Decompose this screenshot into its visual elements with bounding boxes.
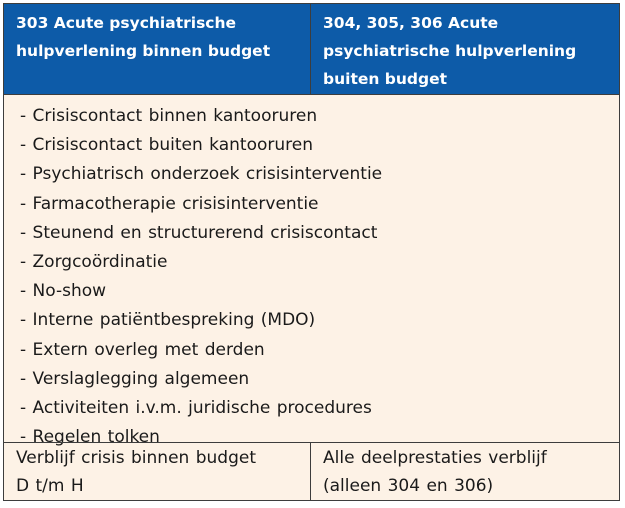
header-cell-303: 303 Acute psychiatrische hulpverlening b… [4,4,311,94]
list-item: - Interne patiëntbespreking (MDO) [20,310,316,331]
header-cell-304-305-306: 304, 305, 306 Acute psychiatrische hulpv… [311,4,619,94]
header-304-line: 304, 305, 306 Acute [323,14,499,32]
list-item: - Psychiatrisch onderzoek crisisinterven… [20,164,383,185]
list-item: - Crisiscontact binnen kantooruren [20,106,318,126]
list-item: - Farmacotherapie crisisinterventie [20,193,319,214]
header-303-line: hulpverlening binnen budget [16,42,271,60]
footer-right-line: Alle deelprestaties verblijf [323,448,547,468]
header-304-line: psychiatrische hulpverlening [323,42,577,60]
header-303-line: 303 Acute psychiatrische [16,14,237,32]
list-item: - Steunend en structurerend crisiscontac… [20,222,378,243]
prestaties-table: 303 Acute psychiatrische hulpverlening b… [3,3,620,501]
footer-left-line: Verblijf crisis binnen budget [16,448,256,468]
table-footer-row: Verblijf crisis binnen budget D t/m H Al… [4,443,619,500]
list-item: - Zorgcoördinatie [20,252,168,273]
footer-left-line: D t/m H [16,476,84,496]
table-header-row: 303 Acute psychiatrische hulpverlening b… [4,4,619,94]
header-304-line: buiten budget [323,70,448,88]
footer-cell-verblijf-crisis: Verblijf crisis binnen budget D t/m H [4,443,311,500]
divider [4,94,619,95]
activities-list: - Crisiscontact binnen kantooruren - Cri… [4,95,619,447]
list-item: - No-show [20,281,107,302]
list-item: - Verslaglegging algemeen [20,368,250,389]
divider [4,442,619,443]
footer-right-line: (alleen 304 en 306) [323,476,494,496]
list-item: - Extern overleg met derden [20,339,265,360]
list-item: - Activiteiten i.v.m. juridische procedu… [20,398,372,419]
footer-cell-deelprestaties: Alle deelprestaties verblijf (alleen 304… [311,443,619,500]
list-item: - Crisiscontact buiten kantooruren [20,135,313,156]
